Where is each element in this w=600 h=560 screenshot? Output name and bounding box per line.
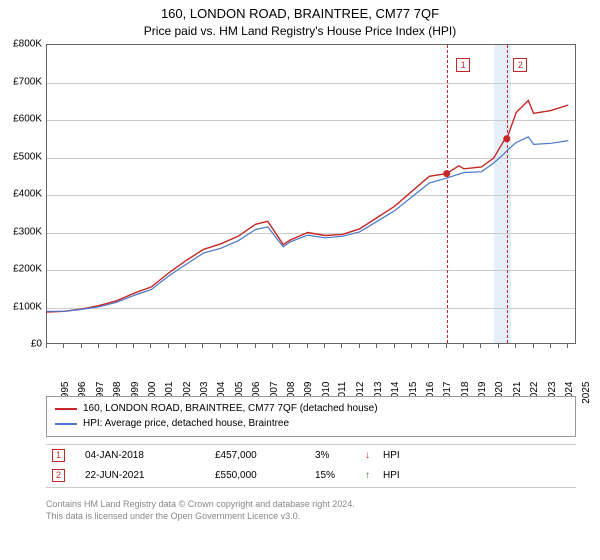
y-tick-label: £400K: [0, 189, 42, 200]
x-tick: [376, 344, 377, 348]
table-direction-icon: ↑: [357, 470, 375, 481]
sales-table: 1 04-JAN-2018£457,0003%↓HPI 2 22-JUN-2021£5…: [46, 444, 576, 488]
table-date: 22-JUN-2021: [77, 470, 207, 481]
x-tick: [289, 344, 290, 348]
table-pct: 15%: [307, 470, 357, 481]
x-tick: [550, 344, 551, 348]
table-pct: 3%: [307, 450, 357, 461]
table-label: HPI: [375, 470, 408, 481]
x-tick: [498, 344, 499, 348]
series-hpi: [47, 137, 568, 311]
x-tick: [480, 344, 481, 348]
marker-badge-1: 1: [456, 58, 470, 72]
marker-badge-2: 2: [513, 58, 527, 72]
table-price: £550,000: [207, 470, 307, 481]
x-tick: [237, 344, 238, 348]
y-tick-label: £200K: [0, 264, 42, 275]
chart-title: 160, LONDON ROAD, BRAINTREE, CM77 7QF: [0, 6, 600, 21]
y-tick-label: £600K: [0, 114, 42, 125]
x-tick: [446, 344, 447, 348]
x-tick: [168, 344, 169, 348]
x-tick: [341, 344, 342, 348]
x-tick: [81, 344, 82, 348]
y-tick-label: £0: [0, 339, 42, 350]
x-tick: [567, 344, 568, 348]
x-tick: [116, 344, 117, 348]
legend-row-1: HPI: Average price, detached house, Brai…: [55, 417, 567, 431]
legend-swatch: [55, 423, 77, 425]
x-tick: [202, 344, 203, 348]
x-tick: [359, 344, 360, 348]
legend-label: 160, LONDON ROAD, BRAINTREE, CM77 7QF (d…: [83, 402, 378, 416]
footer-line-2: This data is licensed under the Open Gov…: [46, 510, 355, 522]
marker-dot-2: [503, 135, 510, 142]
x-tick: [255, 344, 256, 348]
table-marker: 2: [52, 469, 65, 482]
x-tick: [98, 344, 99, 348]
chart-svg: [47, 45, 577, 345]
y-tick-label: £500K: [0, 151, 42, 162]
table-marker: 1: [52, 449, 65, 462]
x-tick: [272, 344, 273, 348]
y-tick-label: £800K: [0, 39, 42, 50]
footer-attribution: Contains HM Land Registry data © Crown c…: [46, 498, 355, 522]
x-tick: [515, 344, 516, 348]
table-row: 2 22-JUN-2021£550,00015%↑HPI: [46, 465, 576, 485]
legend-label: HPI: Average price, detached house, Brai…: [83, 417, 289, 431]
legend-box: 160, LONDON ROAD, BRAINTREE, CM77 7QF (d…: [46, 396, 576, 437]
plot-area: [46, 44, 576, 344]
legend-row-0: 160, LONDON ROAD, BRAINTREE, CM77 7QF (d…: [55, 402, 567, 416]
table-direction-icon: ↓: [357, 450, 375, 461]
x-tick: [463, 344, 464, 348]
marker-dot-1: [443, 170, 450, 177]
x-tick: [394, 344, 395, 348]
x-tick: [133, 344, 134, 348]
x-tick: [307, 344, 308, 348]
chart-subtitle: Price paid vs. HM Land Registry's House …: [0, 24, 600, 38]
series-property: [47, 101, 568, 313]
x-tick: [150, 344, 151, 348]
table-row: 1 04-JAN-2018£457,0003%↓HPI: [46, 445, 576, 465]
y-tick-label: £700K: [0, 76, 42, 87]
x-tick: [428, 344, 429, 348]
x-tick: [533, 344, 534, 348]
table-label: HPI: [375, 450, 408, 461]
x-tick: [220, 344, 221, 348]
legend-swatch: [55, 408, 77, 410]
table-price: £457,000: [207, 450, 307, 461]
x-tick: [63, 344, 64, 348]
y-tick-label: £300K: [0, 226, 42, 237]
y-tick-label: £100K: [0, 301, 42, 312]
x-tick-label: 2025: [581, 382, 592, 404]
x-tick: [46, 344, 47, 348]
x-tick: [185, 344, 186, 348]
footer-line-1: Contains HM Land Registry data © Crown c…: [46, 498, 355, 510]
x-tick: [324, 344, 325, 348]
table-date: 04-JAN-2018: [77, 450, 207, 461]
x-tick: [411, 344, 412, 348]
